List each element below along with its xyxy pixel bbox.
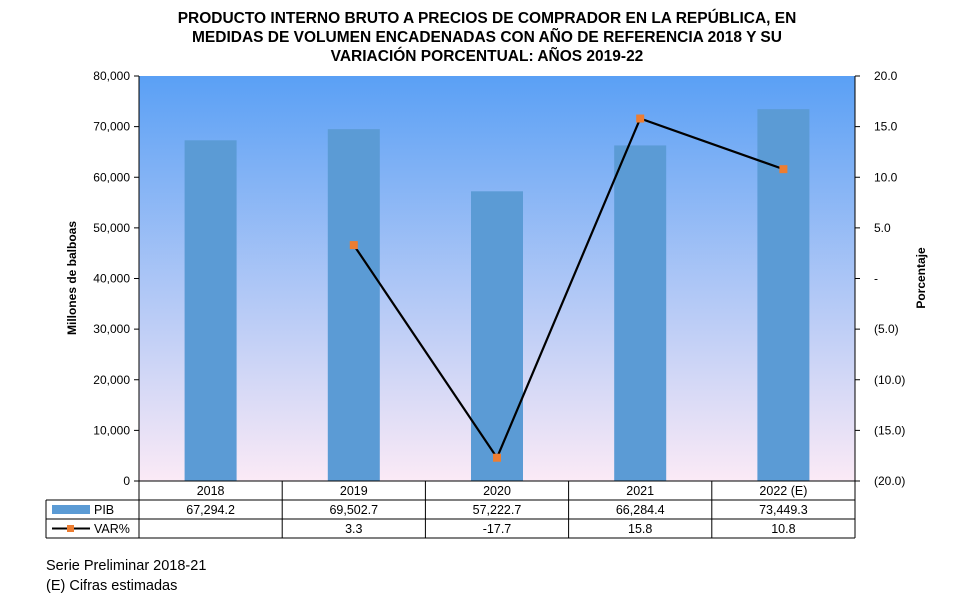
- note-estimated: (E) Cifras estimadas: [46, 578, 178, 594]
- pib-value-cell: 57,222.7: [473, 503, 522, 517]
- pib-value-cell: 66,284.4: [616, 503, 665, 517]
- note-preliminary: Serie Preliminar 2018-21: [46, 558, 207, 574]
- var-point-2022-E: [779, 165, 788, 174]
- right-tick-label: -: [874, 272, 878, 286]
- left-axis-ticks: 0 10,000 20,000 30,000 40,000 50,000 60,000 70,…: [93, 69, 139, 488]
- var-point-2020: [493, 453, 501, 462]
- chart-title-line-3: VARIACIÓN PORCENTUAL: AÑOS 2019-22: [331, 47, 644, 65]
- chart-title-line-1: PRODUCTO INTERNO BRUTO A PRECIOS DE COMP…: [178, 9, 797, 27]
- var-value-cell: 3.3: [345, 522, 362, 536]
- pib-value-cell: 67,294.2: [186, 503, 235, 517]
- category-label: 2021: [626, 484, 654, 498]
- var-point-2019: [349, 241, 358, 250]
- left-tick-label: 20,000: [93, 373, 130, 387]
- data-table: 2018 2019 2020 2021 2022 (E) PIB VAR% 67,294.2 6…: [45, 480, 856, 539]
- legend-key-pib: [52, 505, 90, 514]
- right-axis-title: Porcentaje: [914, 247, 928, 309]
- bar-2021: [614, 145, 667, 481]
- var-value-cell: -17.7: [483, 522, 512, 536]
- bar-2020: [471, 191, 523, 482]
- right-tick-label: 10.0: [874, 170, 898, 184]
- left-tick-label: 0: [123, 474, 130, 488]
- bars: [184, 109, 810, 482]
- category-label: 2019: [340, 484, 368, 498]
- bar-2019: [327, 129, 380, 481]
- left-tick-label: 60,000: [93, 170, 130, 184]
- right-tick-label: 15.0: [874, 120, 898, 134]
- var-line-path: [352, 117, 784, 461]
- var-line: [349, 114, 788, 462]
- right-tick-label: 5.0: [874, 221, 891, 235]
- pib-value-cell: 73,449.3: [759, 503, 808, 517]
- pib-value-cell: 69,502.7: [329, 503, 378, 517]
- category-label: 2020: [483, 484, 511, 498]
- var-value-cell: 15.8: [628, 522, 652, 536]
- right-tick-label: 20.0: [874, 69, 898, 83]
- left-tick-label: 30,000: [93, 322, 130, 336]
- right-tick-label: (20.0): [874, 474, 905, 488]
- left-tick-label: 80,000: [93, 69, 130, 83]
- bar-2022-E: [757, 109, 810, 482]
- left-tick-label: 70,000: [93, 120, 130, 134]
- var-value-cell: 10.8: [771, 522, 795, 536]
- category-label: 2018: [197, 484, 225, 498]
- right-tick-label: (10.0): [874, 373, 905, 387]
- left-tick-label: 50,000: [93, 221, 130, 235]
- chart-title-line-2: MEDIDAS DE VOLUMEN ENCADENADAS CON AÑO D…: [192, 28, 782, 46]
- left-tick-label: 40,000: [93, 272, 130, 286]
- legend-label-var: VAR%: [94, 522, 130, 536]
- bar-2018: [184, 140, 237, 481]
- right-tick-label: (15.0): [874, 423, 905, 437]
- right-tick-label: (5.0): [874, 322, 899, 336]
- legend-label-pib: PIB: [94, 503, 114, 517]
- right-axis-ticks: (20.0) (15.0) (10.0) (5.0) - 5.0 10.0 15.0 20.0: [855, 69, 905, 488]
- var-point-2021: [636, 114, 645, 123]
- legend-key-var-marker: [67, 525, 74, 532]
- left-axis-title: Millones de balboas: [65, 221, 79, 335]
- category-label: 2022 (E): [759, 484, 807, 498]
- left-tick-label: 10,000: [93, 423, 130, 437]
- chart-title: PRODUCTO INTERNO BRUTO A PRECIOS DE COMP…: [178, 9, 797, 65]
